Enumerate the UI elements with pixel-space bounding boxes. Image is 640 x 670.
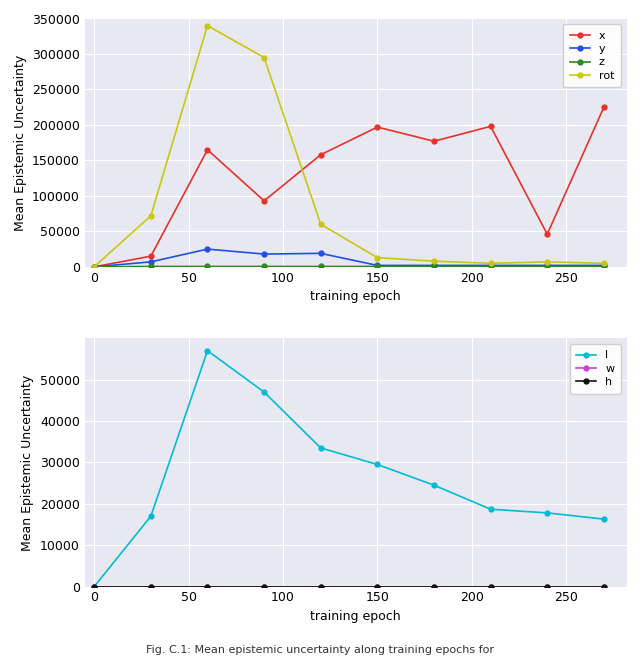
Text: Fig. C.1: Mean epistemic uncertainty along training epochs for: Fig. C.1: Mean epistemic uncertainty alo… <box>146 645 494 655</box>
Line: w: w <box>92 584 606 589</box>
w <box>374 582 381 590</box>
l <box>374 460 381 468</box>
z <box>487 263 495 271</box>
rot <box>543 258 551 266</box>
z <box>543 263 551 271</box>
h <box>430 582 438 590</box>
w <box>204 582 211 590</box>
rot <box>317 220 324 228</box>
y <box>430 261 438 269</box>
z <box>430 263 438 271</box>
Line: z: z <box>92 264 606 269</box>
h <box>317 582 324 590</box>
y <box>317 249 324 257</box>
rot <box>430 257 438 265</box>
Line: h: h <box>92 584 606 589</box>
y <box>260 250 268 258</box>
z <box>90 263 98 271</box>
x <box>147 252 155 260</box>
z <box>260 263 268 271</box>
Line: y: y <box>92 247 606 269</box>
l <box>147 512 155 520</box>
l <box>543 509 551 517</box>
Line: rot: rot <box>92 23 606 269</box>
rot <box>260 54 268 62</box>
l <box>90 582 98 590</box>
x <box>543 230 551 239</box>
rot <box>374 253 381 261</box>
x <box>374 123 381 131</box>
X-axis label: training epoch: training epoch <box>310 610 401 623</box>
w <box>600 582 608 590</box>
y <box>90 263 98 271</box>
z <box>147 263 155 271</box>
x <box>204 146 211 154</box>
y <box>374 261 381 269</box>
l <box>430 481 438 489</box>
h <box>260 582 268 590</box>
Y-axis label: Mean Epistemic Uncertainty: Mean Epistemic Uncertainty <box>13 54 26 230</box>
l <box>317 444 324 452</box>
h <box>487 582 495 590</box>
h <box>204 582 211 590</box>
h <box>600 582 608 590</box>
z <box>600 263 608 271</box>
y <box>543 261 551 269</box>
rot <box>487 259 495 267</box>
Line: l: l <box>92 348 606 589</box>
Line: x: x <box>92 105 606 269</box>
x <box>90 263 98 271</box>
w <box>260 582 268 590</box>
y <box>204 245 211 253</box>
rot <box>147 212 155 220</box>
h <box>90 582 98 590</box>
w <box>317 582 324 590</box>
y <box>600 261 608 269</box>
h <box>147 582 155 590</box>
l <box>487 505 495 513</box>
x <box>317 151 324 159</box>
w <box>90 582 98 590</box>
l <box>204 346 211 354</box>
Legend: l, w, h: l, w, h <box>570 344 621 394</box>
rot <box>600 259 608 267</box>
h <box>374 582 381 590</box>
x <box>430 137 438 145</box>
rot <box>204 21 211 29</box>
z <box>374 263 381 271</box>
y <box>147 258 155 266</box>
z <box>317 263 324 271</box>
x <box>600 103 608 111</box>
X-axis label: training epoch: training epoch <box>310 290 401 304</box>
h <box>543 582 551 590</box>
x <box>260 197 268 205</box>
w <box>487 582 495 590</box>
w <box>147 582 155 590</box>
l <box>260 388 268 396</box>
rot <box>90 263 98 271</box>
w <box>430 582 438 590</box>
l <box>600 515 608 523</box>
z <box>204 263 211 271</box>
y <box>487 261 495 269</box>
w <box>543 582 551 590</box>
Y-axis label: Mean Epistemic Uncertainty: Mean Epistemic Uncertainty <box>21 375 35 551</box>
x <box>487 123 495 131</box>
Legend: x, y, z, rot: x, y, z, rot <box>563 24 621 87</box>
